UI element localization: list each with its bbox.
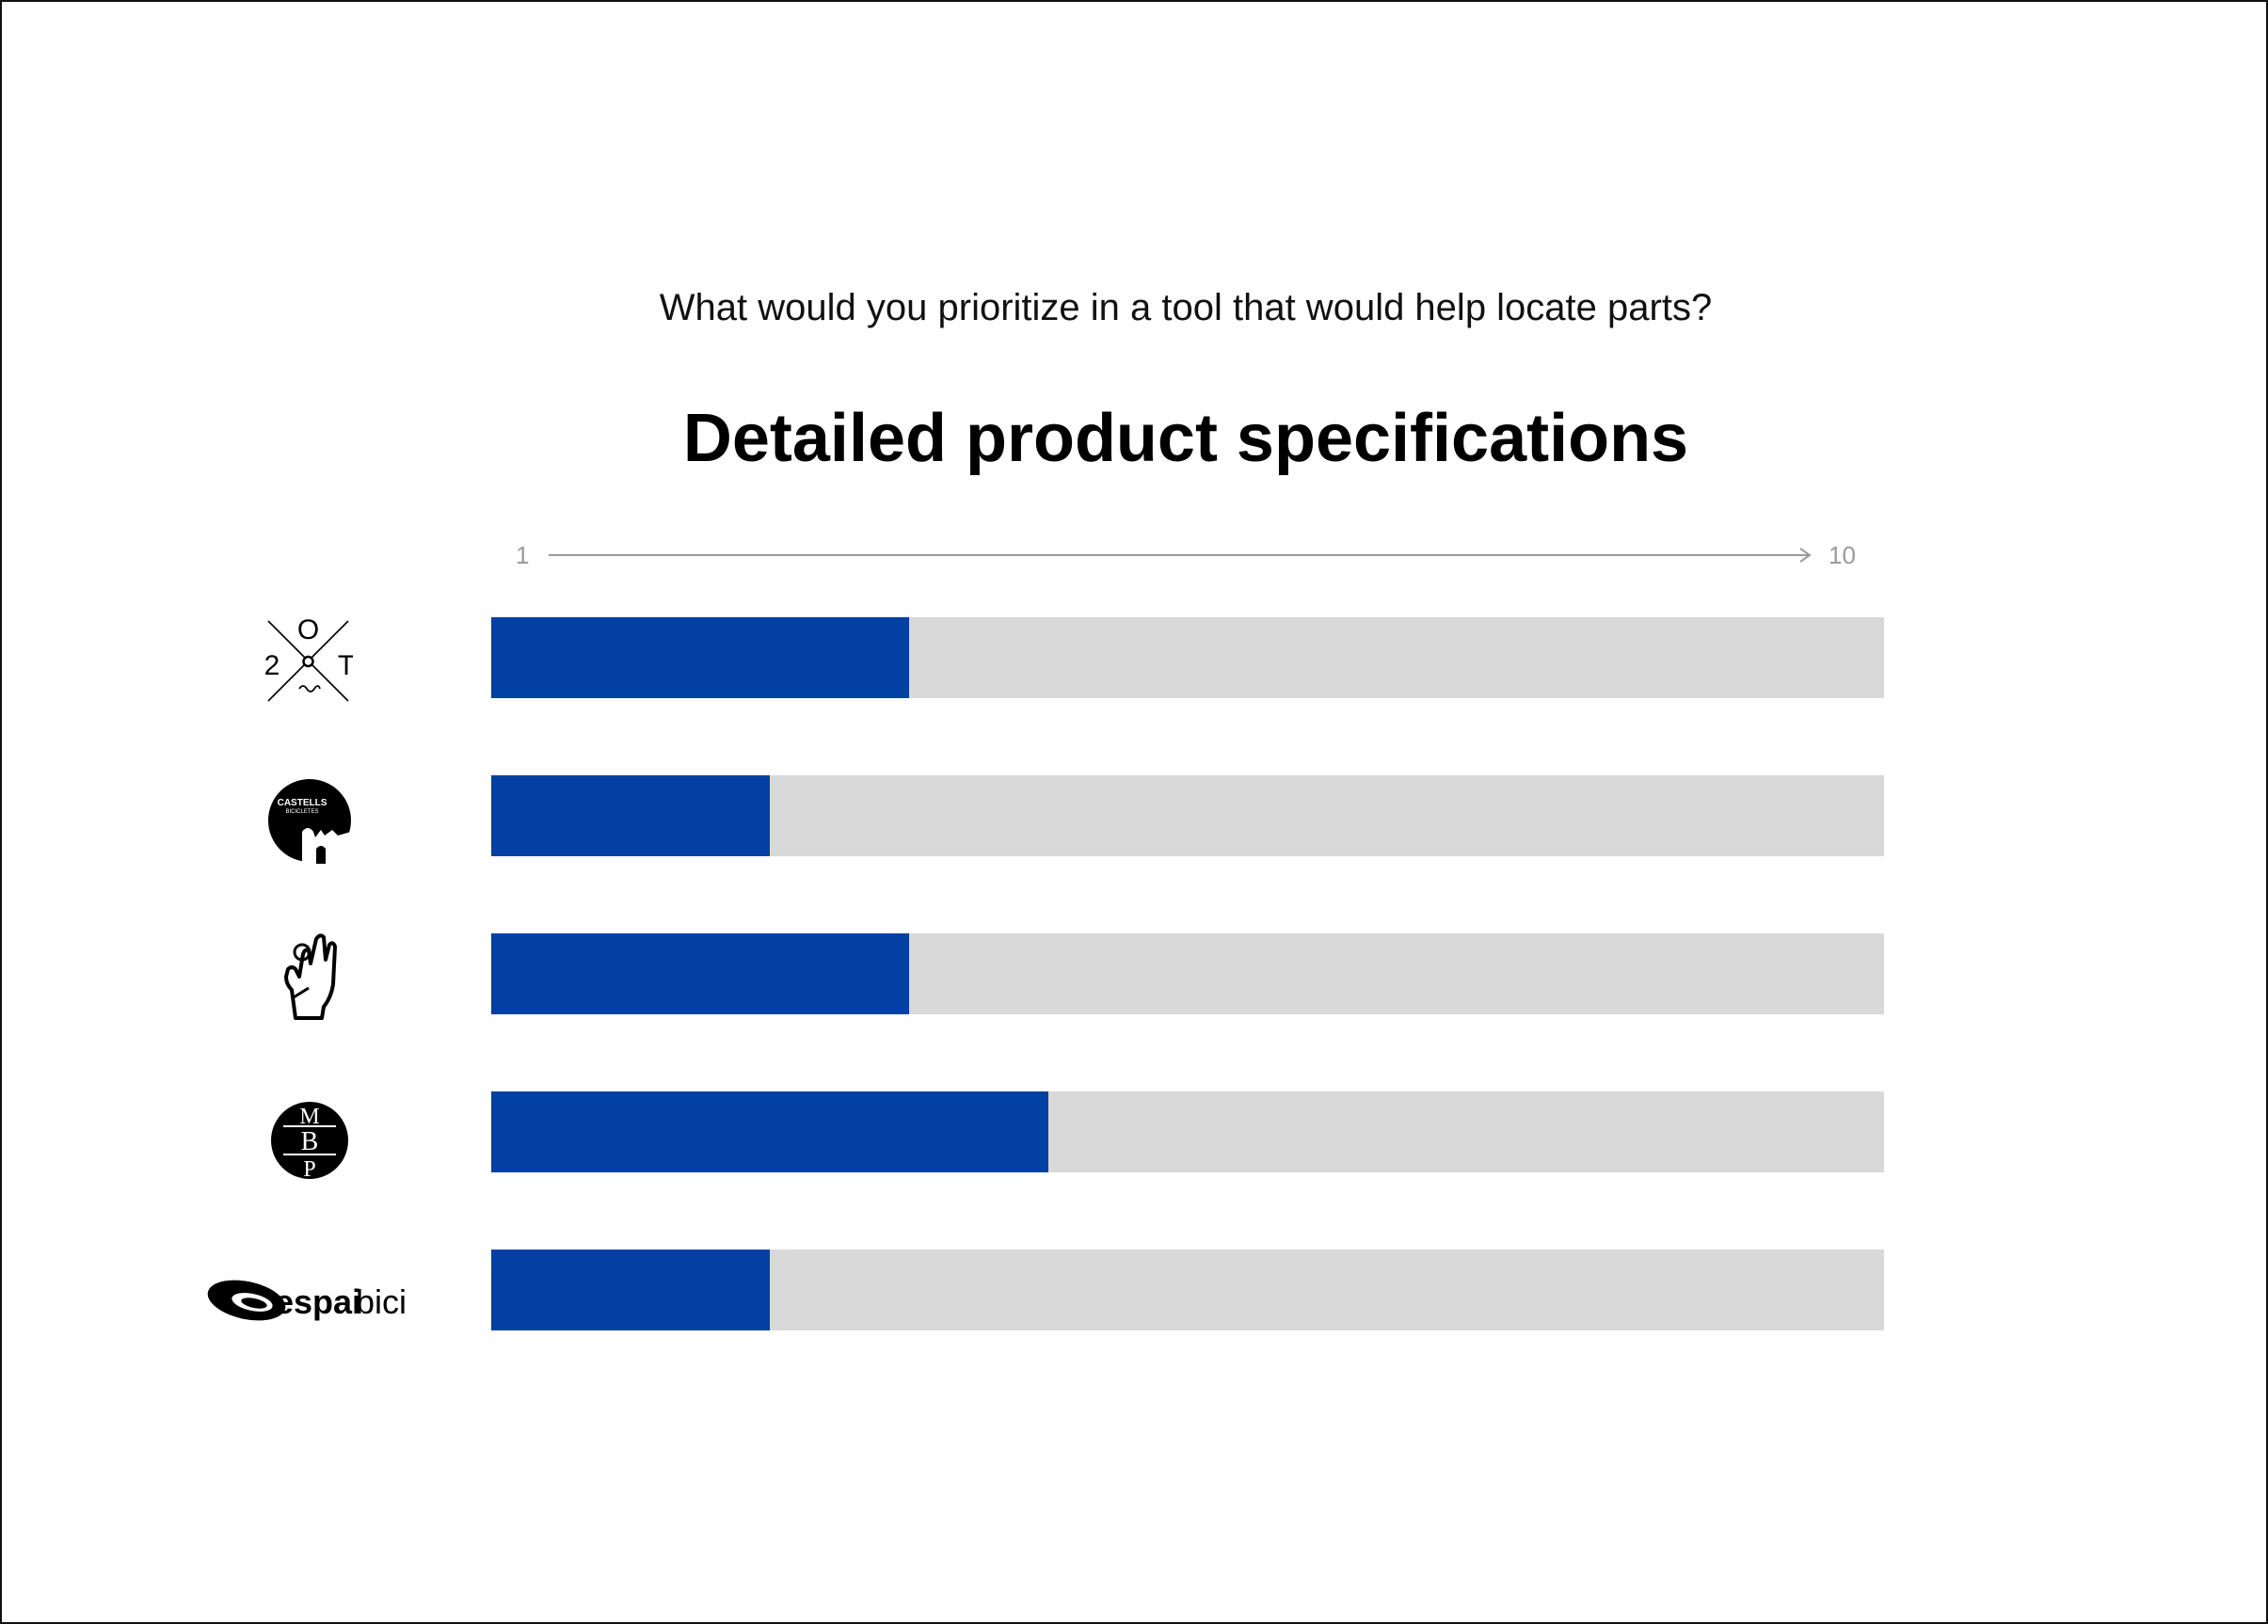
hand-logo-icon <box>284 933 337 1020</box>
castells-text: CASTELLS <box>278 798 327 808</box>
mbp-logo-icon: M B P <box>271 1102 348 1180</box>
bar-2 <box>491 775 770 856</box>
bar-3 <box>491 933 909 1014</box>
chart-title: Detailed product specifications <box>682 401 1689 476</box>
two-o-t-letter-t: T <box>338 650 353 681</box>
mbp-letter-p: P <box>303 1157 315 1180</box>
scale-min-label: 1 <box>516 541 530 569</box>
scale-max-label: 10 <box>1829 541 1856 569</box>
two-o-t-letter-2: 2 <box>264 650 280 681</box>
castells-bicicletes-logo-icon: CASTELLS BICICLETES <box>268 779 351 864</box>
chart-question: What would you prioritize in a tool that… <box>659 287 1713 328</box>
two-o-t-letter-o: O <box>297 614 319 645</box>
espaibici-logo-icon: espai bici <box>207 1280 407 1321</box>
mbp-letter-m: M <box>299 1105 319 1129</box>
mbp-letter-b: B <box>301 1127 319 1156</box>
bar-1 <box>491 617 909 698</box>
bicicletes-text: BICICLETES <box>285 809 318 815</box>
bici-text: bici <box>356 1282 407 1321</box>
bar-5 <box>491 1250 770 1330</box>
scale-arrow <box>549 548 1812 563</box>
bar-4 <box>491 1091 1048 1172</box>
two-o-t-logo-icon: O 2 T <box>264 614 353 702</box>
espai-text: espai <box>275 1282 361 1321</box>
